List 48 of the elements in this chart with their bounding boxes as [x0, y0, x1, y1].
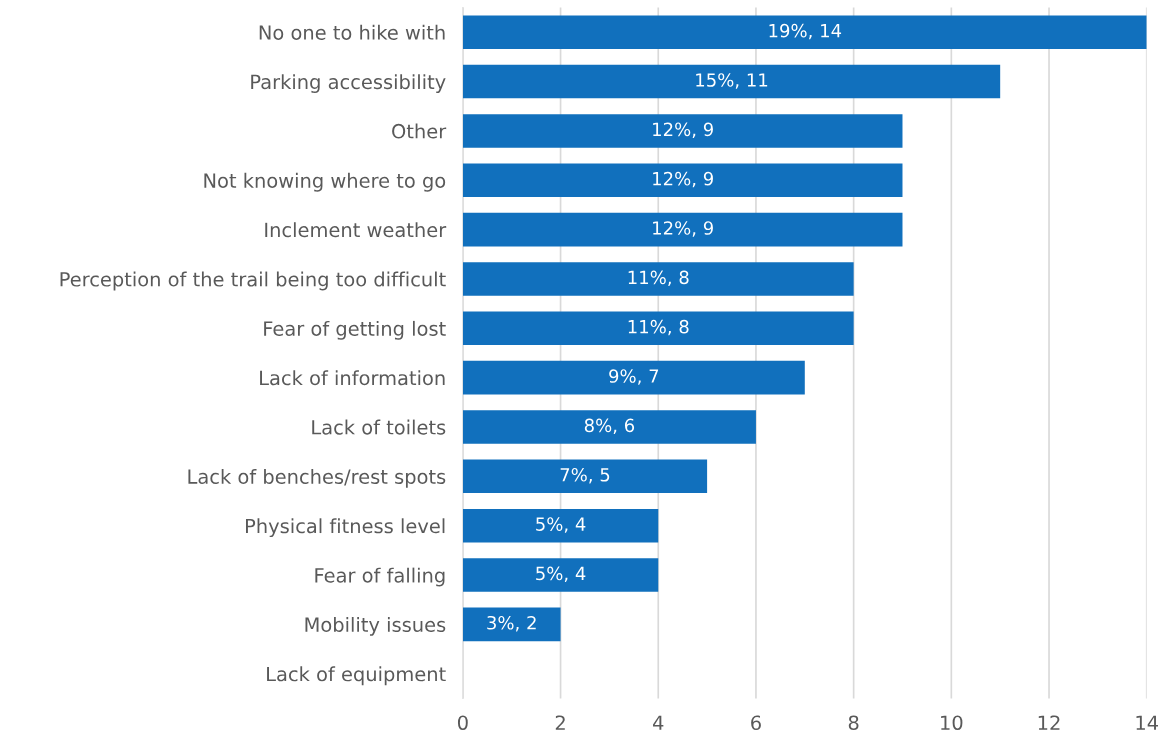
data-label: 7%, 5 — [560, 467, 610, 484]
data-label: 11%, 8 — [628, 270, 689, 287]
y-tick-label: Lack of toilets — [312, 419, 446, 435]
x-tick-label: 10 — [941, 715, 963, 731]
x-tick-label: 14 — [1136, 715, 1158, 730]
data-label: 11%, 8 — [628, 319, 689, 336]
bar — [462, 360, 805, 395]
data-label: 15%, 11 — [696, 73, 768, 89]
x-tick-label: 6 — [751, 715, 761, 731]
data-label: 5%, 4 — [536, 517, 586, 533]
data-label: 12%, 9 — [653, 221, 713, 237]
y-tick-label: Other — [392, 123, 447, 139]
y-tick-label: Lack of equipment — [267, 666, 446, 686]
y-tick-label: Lack of information — [260, 370, 445, 386]
data-label: 5%, 4 — [536, 566, 586, 583]
data-label: 12%, 9 — [653, 122, 713, 138]
y-tick-label: Parking accessibility — [251, 74, 446, 93]
y-tick-label: Mobility issues — [305, 616, 446, 636]
y-tick-label: Not knowing where to go — [204, 172, 446, 192]
bar — [462, 15, 1147, 49]
x-tick-label: 12 — [1038, 715, 1060, 730]
data-label: 3%, 2 — [487, 615, 536, 632]
y-tick-label: Lack of benches/rest spots — [188, 468, 446, 488]
bar — [462, 114, 903, 148]
bar — [462, 163, 903, 198]
bar — [462, 508, 659, 543]
y-tick-label: Perception of the trail being too difficult — [60, 271, 446, 291]
bar — [462, 212, 903, 247]
data-label: 12%, 9 — [653, 171, 713, 188]
bar — [462, 607, 561, 642]
y-tick-label: Physical fitness level — [246, 518, 445, 538]
data-label: 8%, 6 — [584, 418, 635, 435]
data-label: 19%, 14 — [769, 23, 842, 40]
data-label: 9%, 7 — [609, 369, 659, 385]
y-tick-label: Fear of falling — [315, 567, 445, 587]
y-tick-label: No one to hike with — [259, 24, 445, 40]
x-tick-label: 0 — [457, 715, 468, 731]
x-tick-label: 4 — [653, 715, 664, 730]
bar — [462, 410, 756, 444]
bar — [462, 558, 659, 592]
y-tick-label: Inclement weather — [265, 222, 447, 238]
bar — [462, 64, 1001, 99]
bar — [462, 262, 854, 296]
x-tick-label: 8 — [848, 715, 859, 731]
y-tick-label: Fear of getting lost — [264, 320, 446, 340]
bar — [462, 459, 708, 494]
bar — [462, 311, 854, 346]
x-tick-label: 2 — [555, 715, 565, 730]
